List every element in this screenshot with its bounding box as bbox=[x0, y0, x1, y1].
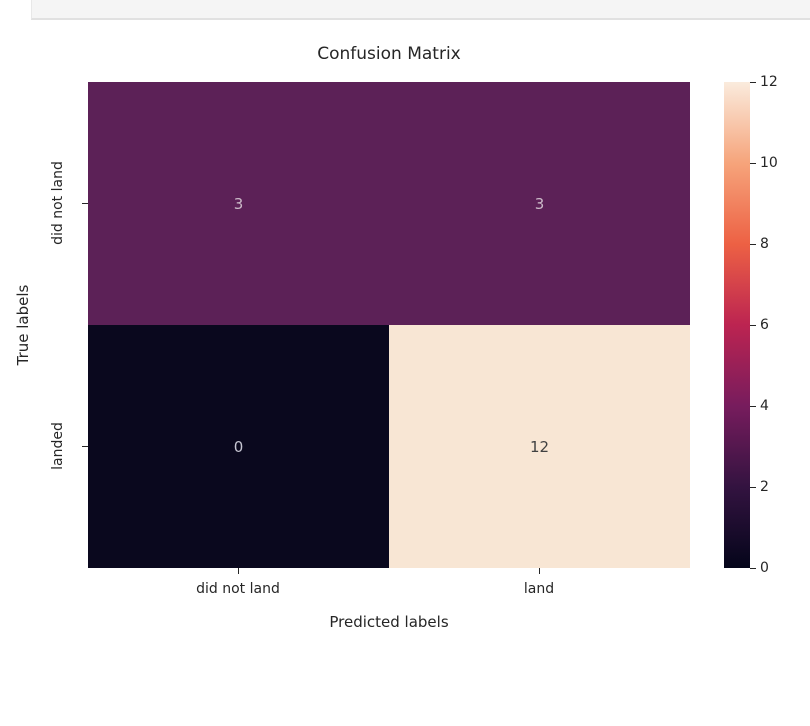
heatmap-cell-r0c1: 3 bbox=[389, 82, 690, 325]
colorbar-tick-label: 8 bbox=[760, 236, 769, 252]
colorbar-tick-mark bbox=[750, 568, 756, 569]
x-tick-label-did-not-land: did not land bbox=[196, 581, 280, 597]
chart-title: Confusion Matrix bbox=[317, 44, 461, 64]
cell-annotation: 3 bbox=[534, 194, 545, 213]
y-tick-mark bbox=[82, 203, 88, 204]
colorbar-tick-label: 12 bbox=[760, 74, 778, 90]
y-tick-mark bbox=[82, 446, 88, 447]
x-tick-label-land: land bbox=[523, 581, 555, 597]
colorbar-tick-label: 2 bbox=[760, 479, 769, 495]
y-tick-label-landed: landed bbox=[50, 422, 66, 470]
y-tick-label-did-not-land: did not land bbox=[50, 161, 66, 245]
heatmap-cell-r0c0: 3 bbox=[88, 82, 389, 325]
colorbar-tick-mark bbox=[750, 82, 756, 83]
y-axis-label: True labels bbox=[14, 284, 32, 366]
colorbar-tick-label: 4 bbox=[760, 398, 769, 414]
cell-annotation: 0 bbox=[233, 437, 244, 456]
colorbar-tick-label: 0 bbox=[760, 560, 769, 576]
x-tick-mark bbox=[539, 568, 540, 574]
colorbar-tick-label: 10 bbox=[760, 155, 778, 171]
notebook-code-cell-bottom[interactable] bbox=[31, 0, 810, 20]
colorbar-tick-mark bbox=[750, 406, 756, 407]
cell-annotation: 3 bbox=[233, 194, 244, 213]
colorbar bbox=[724, 82, 750, 568]
cell-annotation: 12 bbox=[529, 437, 550, 456]
heatmap-cell-r1c0: 0 bbox=[88, 325, 389, 568]
colorbar-tick-label: 6 bbox=[760, 317, 769, 333]
x-axis-label: Predicted labels bbox=[329, 613, 449, 631]
colorbar-tick-mark bbox=[750, 325, 756, 326]
heatmap-cell-r1c1: 12 bbox=[389, 325, 690, 568]
colorbar-tick-mark bbox=[750, 487, 756, 488]
colorbar-tick-mark bbox=[750, 163, 756, 164]
x-tick-mark bbox=[238, 568, 239, 574]
colorbar-tick-mark bbox=[750, 244, 756, 245]
heatmap-plot-area: 3 3 0 12 bbox=[88, 82, 690, 568]
